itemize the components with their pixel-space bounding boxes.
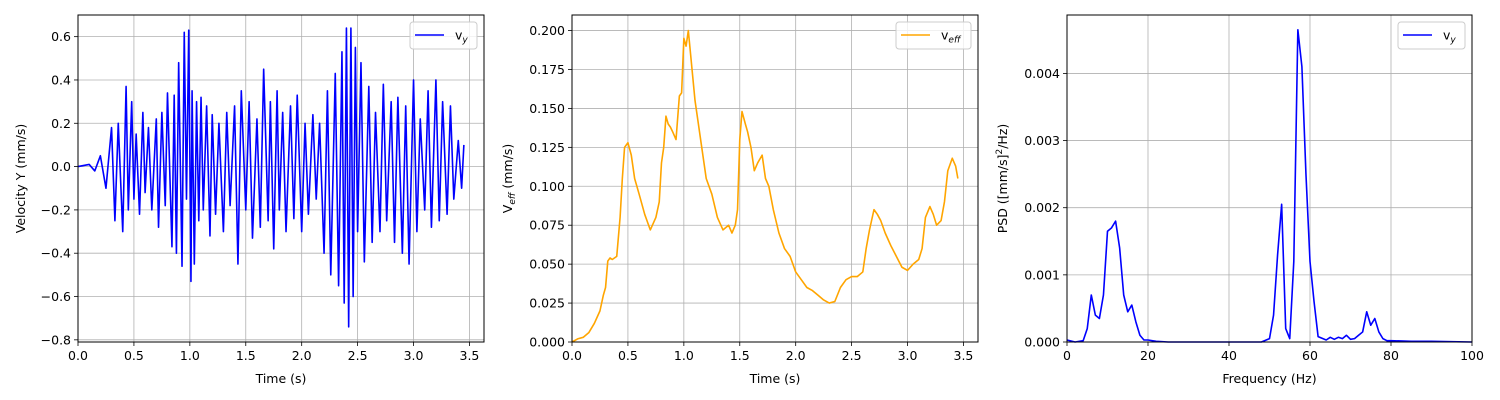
axes-frame bbox=[1066, 14, 1473, 343]
x-tick-label: 1.5 bbox=[236, 348, 256, 363]
y-tick-label: 0.001 bbox=[1024, 267, 1060, 282]
y-tick-label: 0.003 bbox=[1024, 133, 1060, 148]
x-tick-label: 3.5 bbox=[954, 348, 974, 363]
y-tick-label: 0.200 bbox=[529, 23, 565, 38]
y-axis-label: PSD ([mm/s]2/Hz) bbox=[995, 124, 1010, 234]
x-tick-label: 0.0 bbox=[68, 348, 88, 363]
y-tick-label: −0.6 bbox=[41, 289, 71, 304]
legend: vy bbox=[409, 21, 478, 50]
ticks: 0 20 40 60 80 100 0.000 0.001 0.002 0.003 0.004 bbox=[1024, 66, 1484, 363]
subplot-velocity-y: 0.0 0.5 1.0 1.5 2.0 2.5 3.0 3.5 −0.8 −0.6 −0.4 −0.2… bbox=[13, 14, 485, 386]
x-tick-label: 1.5 bbox=[730, 348, 750, 363]
x-tick-label: 80 bbox=[1383, 348, 1399, 363]
x-tick-label: 3.0 bbox=[898, 348, 918, 363]
x-axis-label: Time (s) bbox=[749, 371, 801, 386]
y-tick-label: 0.6 bbox=[51, 29, 71, 44]
x-tick-label: 3.5 bbox=[460, 348, 480, 363]
subplot-v-eff: 0.0 0.5 1.0 1.5 2.0 2.5 3.0 3.5 0.000 0.025 0.050 0… bbox=[500, 14, 979, 386]
y-tick-label: 0.150 bbox=[529, 101, 565, 116]
x-tick-label: 0.5 bbox=[618, 348, 638, 363]
x-tick-label: 2.0 bbox=[292, 348, 312, 363]
x-tick-label: 2.5 bbox=[842, 348, 862, 363]
y-axis-label: Velocity Y (mm/s) bbox=[13, 124, 28, 233]
y-tick-label: 0.025 bbox=[529, 296, 565, 311]
y-tick-label: 0.075 bbox=[529, 218, 565, 233]
x-tick-label: 0.0 bbox=[562, 348, 582, 363]
y-tick-label: 0.100 bbox=[529, 179, 565, 194]
subplot-psd: 0 20 40 60 80 100 0.000 0.001 0.002 0.003 0.004 Fr… bbox=[995, 14, 1484, 386]
axes-frame bbox=[77, 14, 485, 343]
x-tick-label: 0.5 bbox=[124, 348, 144, 363]
y-tick-label: 0.2 bbox=[51, 116, 71, 131]
legend-label-vy: vy bbox=[1443, 28, 1456, 46]
series bbox=[77, 27, 465, 328]
legend-label-vy: vy bbox=[455, 28, 468, 46]
y-tick-label: 0.175 bbox=[529, 62, 565, 77]
x-tick-label: 1.0 bbox=[674, 348, 694, 363]
y-tick-label: 0.002 bbox=[1024, 200, 1060, 215]
series-line-v-y bbox=[1066, 28, 1473, 343]
x-tick-label: 0 bbox=[1063, 348, 1071, 363]
x-tick-label: 1.0 bbox=[180, 348, 200, 363]
series bbox=[1066, 28, 1473, 343]
x-tick-label: 3.0 bbox=[404, 348, 424, 363]
x-axis-label: Frequency (Hz) bbox=[1222, 371, 1316, 386]
ticks: 0.0 0.5 1.0 1.5 2.0 2.5 3.0 3.5 0.000 0.025 0.050 0… bbox=[529, 23, 973, 363]
y-tick-label: 0.4 bbox=[51, 72, 71, 87]
legend: vy bbox=[1397, 21, 1466, 50]
y-axis-label: Veff (mm/s) bbox=[500, 144, 518, 213]
y-tick-label: −0.4 bbox=[41, 246, 71, 261]
y-tick-label: 0.125 bbox=[529, 140, 565, 155]
y-tick-label: 0.0 bbox=[51, 159, 71, 174]
x-tick-label: 100 bbox=[1460, 348, 1484, 363]
series-line-v-eff bbox=[571, 29, 959, 343]
series bbox=[571, 29, 959, 343]
series-line-v-y bbox=[77, 27, 465, 328]
x-tick-label: 40 bbox=[1221, 348, 1237, 363]
legend-box bbox=[895, 21, 972, 50]
x-tick-label: 2.5 bbox=[348, 348, 368, 363]
x-tick-label: 60 bbox=[1302, 348, 1318, 363]
legend-label-veff: veff bbox=[941, 28, 962, 46]
x-tick-label: 20 bbox=[1140, 348, 1156, 363]
legend: veff bbox=[895, 21, 972, 50]
y-tick-label: −0.2 bbox=[41, 202, 71, 217]
x-tick-label: 2.0 bbox=[786, 348, 806, 363]
y-tick-label: 0.000 bbox=[529, 335, 565, 350]
y-tick-label: −0.8 bbox=[41, 332, 71, 347]
axes-frame bbox=[571, 14, 979, 343]
x-axis-label: Time (s) bbox=[255, 371, 307, 386]
y-tick-label: 0.004 bbox=[1024, 66, 1060, 81]
y-tick-label: 0.000 bbox=[1024, 335, 1060, 350]
ticks: 0.0 0.5 1.0 1.5 2.0 2.5 3.0 3.5 −0.8 −0.6 −0.4 −0.2… bbox=[41, 29, 480, 363]
y-tick-label: 0.050 bbox=[529, 257, 565, 272]
